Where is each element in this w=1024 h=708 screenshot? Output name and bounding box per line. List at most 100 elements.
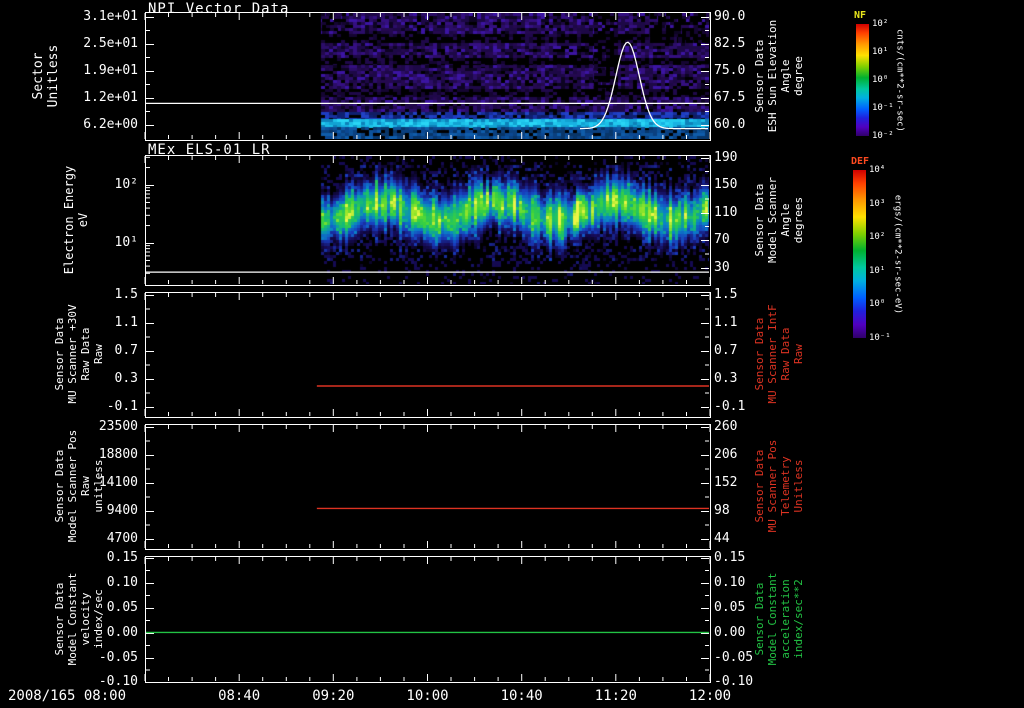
y-tick-label-right: 0.7 — [714, 343, 738, 358]
x-tick-label: 11:20 — [594, 688, 637, 704]
def-colorbar — [853, 170, 866, 338]
nf-colorbar-units: cnts/(cm**2-sr-sec) — [894, 0, 905, 170]
x-tick-label: 08:40 — [218, 688, 261, 704]
panel-border — [145, 424, 711, 550]
x-tick-label: 09:20 — [312, 688, 355, 704]
y-tick-label-right: 60.0 — [714, 117, 746, 132]
y-tick-label-right: 150 — [714, 177, 738, 192]
axis-label-line: acceleration — [779, 579, 792, 659]
axis-label-line: index/sec**2 — [792, 579, 805, 659]
y-tick-label-left: 1.1 — [114, 315, 138, 330]
y-tick-label-left: 1.2e+01 — [83, 90, 138, 105]
y-tick-label-left: 4700 — [106, 531, 138, 546]
y-tick-label-right: -0.05 — [714, 650, 754, 665]
y-tick-label-left: 10² — [114, 177, 138, 192]
nf-colorbar-tick: 10⁰ — [872, 75, 889, 85]
panel2-left-axis-label: Electron Energy eV — [62, 130, 90, 310]
nf-colorbar-tick: 10⁻¹ — [872, 103, 894, 113]
axis-label-line: Sensor Data — [753, 39, 766, 113]
y-tick-label-right: 110 — [714, 205, 738, 220]
y-tick-label-left: 23500 — [98, 419, 138, 434]
y-tick-label-left: 2.5e+01 — [83, 36, 138, 51]
y-tick-label-left: 1.5 — [114, 287, 138, 302]
panel2-title: MEx ELS-01 LR — [148, 142, 271, 158]
nf-colorbar-tick: 10¹ — [872, 47, 889, 57]
axis-label-line: eV — [76, 212, 90, 228]
axis-label-line: Angle — [779, 59, 792, 93]
y-tick-label-right: 206 — [714, 447, 738, 462]
axis-label-line: Raw Data — [779, 327, 792, 381]
x-axis-first-label: 2008/165 08:00 — [8, 688, 127, 704]
y-tick-label-left: -0.05 — [98, 650, 138, 665]
y-tick-label-left: 0.7 — [114, 343, 138, 358]
def-colorbar-tick: 10⁰ — [869, 299, 886, 310]
y-tick-label-right: 0.10 — [714, 575, 746, 590]
y-tick-label-left: 0.3 — [114, 371, 138, 386]
axis-label-line: Electron Energy — [62, 165, 76, 275]
y-tick-label-left: 1.9e+01 — [83, 63, 138, 78]
y-tick-label-left: 0.15 — [106, 550, 138, 565]
y-tick-label-right: 82.5 — [714, 36, 746, 51]
y-tick-label-left: 18800 — [98, 447, 138, 462]
panel-border — [145, 292, 711, 418]
y-tick-label-right: 260 — [714, 419, 738, 434]
x-tick-label: 10:00 — [406, 688, 449, 704]
y-tick-label-right: 1.5 — [714, 287, 738, 302]
nf-colorbar — [856, 24, 869, 136]
y-tick-label-left: -0.10 — [98, 674, 138, 689]
panel-border — [145, 556, 711, 683]
y-tick-label-left: 0.10 — [106, 575, 138, 590]
y-tick-label-left: 14100 — [98, 475, 138, 490]
y-tick-label-right: 75.0 — [714, 63, 746, 78]
y-tick-label-left: -0.1 — [106, 399, 138, 414]
x-tick-label: 10:40 — [500, 688, 543, 704]
axis-label-line: Raw — [792, 344, 805, 364]
y-tick-label-left: 3.1e+01 — [83, 9, 138, 24]
npi-spectrogram-canvas — [146, 13, 709, 139]
axis-label-line: degrees — [792, 196, 805, 244]
y-tick-label-right: -0.1 — [714, 399, 746, 414]
y-tick-label-left: 10¹ — [114, 235, 138, 250]
panel1-left-axis-label: Sector Unitless — [31, 0, 61, 166]
y-tick-label-right: 0.15 — [714, 550, 746, 565]
y-tick-label-right: 90.0 — [714, 9, 746, 24]
y-tick-label-right: 152 — [714, 475, 738, 490]
y-tick-label-right: 0.3 — [714, 371, 738, 386]
axis-label-line: Telemetry — [779, 456, 792, 516]
def-colorbar-tick: 10¹ — [869, 265, 886, 276]
y-tick-label-right: 0.05 — [714, 600, 746, 615]
y-tick-label-right: 30 — [714, 260, 730, 275]
axis-label-line: Sector — [31, 52, 46, 100]
axis-label-line: ESH Sun Elevation — [766, 19, 779, 133]
axis-label-line: cnts/(cm**2-sr-sec) — [894, 28, 905, 132]
axis-label-line: degree — [792, 56, 805, 96]
els-spectrogram-canvas — [146, 156, 709, 284]
y-tick-label-right: 67.5 — [714, 90, 746, 105]
panel1-right-axis-label: Sensor Data ESH Sun Elevation Angle degree — [753, 0, 805, 166]
def-colorbar-tick: 10² — [869, 232, 886, 243]
def-colorbar-units: ergs/(cm**2-sr-sec-eV) — [892, 164, 903, 344]
y-tick-label-left: 6.2e+00 — [83, 117, 138, 132]
y-tick-label-right: 98 — [714, 503, 730, 518]
axis-label-line: Unitless — [792, 459, 805, 513]
def-colorbar-tick: 10⁻¹ — [869, 333, 891, 343]
def-colorbar-tick: 10⁴ — [869, 165, 886, 175]
y-tick-label-right: 0.00 — [714, 625, 746, 640]
y-tick-label-left: 0.00 — [106, 625, 138, 640]
panel1-title: NPI Vector Data — [148, 1, 290, 17]
def-colorbar-title: DEF — [851, 156, 870, 167]
y-tick-label-left: 0.05 — [106, 600, 138, 615]
nf-colorbar-title: NF — [854, 10, 867, 21]
axis-label-line: Angle — [779, 203, 792, 237]
y-tick-label-right: 44 — [714, 531, 730, 546]
y-tick-label-left: 9400 — [106, 503, 138, 518]
nf-colorbar-tick: 10² — [872, 19, 889, 29]
x-tick-label: 12:00 — [688, 688, 732, 704]
def-colorbar-tick: 10³ — [869, 198, 886, 209]
y-tick-label-right: -0.10 — [714, 674, 754, 689]
nf-colorbar-tick: 10⁻² — [872, 131, 894, 141]
axis-label-line: ergs/(cm**2-sr-sec-eV) — [892, 194, 903, 314]
axis-label-line: Unitless — [46, 44, 61, 108]
y-tick-label-right: 1.1 — [714, 315, 738, 330]
